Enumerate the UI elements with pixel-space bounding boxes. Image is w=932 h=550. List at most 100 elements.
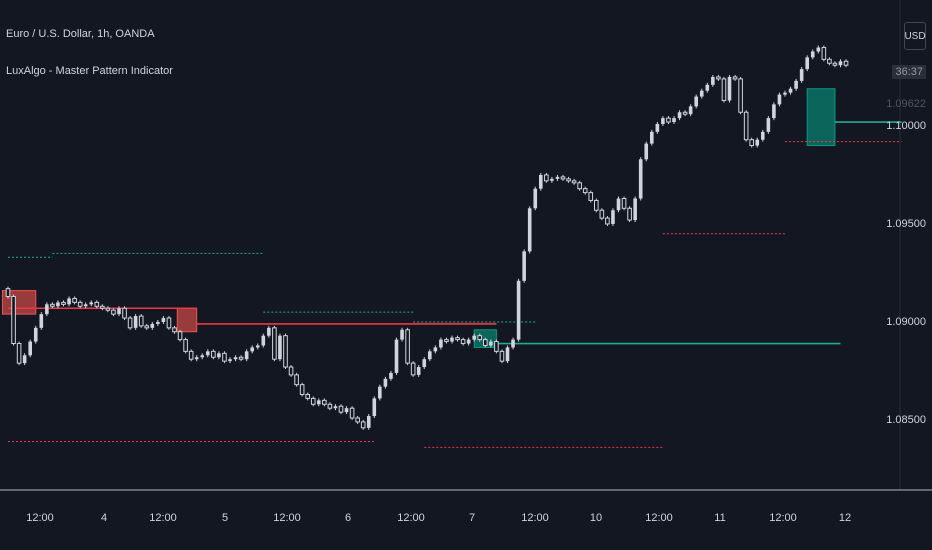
candle [499, 350, 505, 362]
candle [22, 355, 27, 364]
candles-layer [5, 45, 849, 430]
candle [105, 307, 111, 311]
candle [77, 301, 83, 307]
candle [11, 295, 16, 345]
candle [627, 207, 632, 221]
candle [616, 198, 621, 211]
candle [688, 106, 693, 115]
currency-button[interactable]: USD [904, 22, 926, 50]
candle [666, 117, 671, 123]
candle [194, 357, 199, 360]
candle [705, 84, 710, 91]
candle [716, 76, 721, 80]
candle [799, 69, 804, 81]
candle [422, 359, 427, 368]
candle [161, 318, 166, 322]
x-axis-label: 6 [344, 512, 352, 524]
candle [211, 350, 216, 358]
candle [460, 339, 466, 345]
candle [228, 359, 232, 362]
candle [611, 210, 615, 224]
x-axis-label: 12:00 [397, 512, 425, 524]
candle [466, 339, 471, 344]
candle [383, 378, 388, 387]
candle [233, 357, 238, 360]
candle [188, 350, 194, 360]
candle [67, 298, 71, 305]
x-axis-label: 11 [714, 512, 726, 524]
x-axis-label: 12:00 [521, 512, 549, 524]
candle [650, 131, 654, 144]
y-axis-label: 1.10000 [886, 120, 926, 132]
candle [677, 112, 682, 119]
candle [39, 314, 44, 328]
candle [772, 104, 776, 119]
candle [727, 76, 732, 101]
candle [544, 174, 549, 182]
candle [200, 355, 205, 358]
x-axis-label: 12:00 [273, 512, 301, 524]
candle [33, 327, 38, 342]
symbol-title[interactable]: Euro / U.S. Dollar, 1h, OANDA [6, 28, 155, 40]
candle [738, 78, 743, 113]
candle [138, 315, 144, 327]
candle [349, 407, 355, 419]
zones-layer [1, 88, 836, 348]
candle [305, 393, 310, 399]
candle [310, 397, 316, 405]
candle [89, 302, 94, 305]
candle [571, 180, 577, 184]
candle [721, 78, 727, 101]
x-axis-label: 12:00 [149, 512, 177, 524]
candle [344, 408, 349, 413]
candle [450, 337, 454, 342]
x-axis-label: 5 [221, 512, 229, 524]
candle [122, 307, 127, 319]
candle [566, 178, 571, 182]
candle [489, 341, 493, 346]
candle [250, 347, 254, 352]
candle [394, 339, 399, 373]
x-axis-label: 4 [100, 512, 108, 524]
x-axis-label: 7 [468, 512, 476, 524]
candle [682, 111, 688, 115]
candle [333, 406, 338, 409]
candle [144, 325, 150, 329]
x-axis-label: 12:00 [645, 512, 673, 524]
candle [494, 341, 499, 352]
candle [588, 192, 594, 201]
candle [111, 309, 116, 315]
candle [805, 57, 809, 70]
candle [94, 301, 100, 307]
current-price-faint: 1.09622 [886, 98, 926, 110]
candle [533, 188, 538, 209]
candle [577, 182, 582, 190]
candle [516, 280, 521, 340]
candle [400, 329, 404, 340]
candle [378, 386, 382, 399]
candle [166, 317, 172, 329]
candle [206, 351, 210, 356]
candle [217, 353, 221, 358]
candle [694, 96, 698, 107]
candle [555, 176, 560, 179]
indicator-title[interactable]: LuxAlgo - Master Pattern Indicator [6, 65, 173, 77]
candle [505, 347, 510, 362]
candle [755, 139, 760, 146]
candle [405, 329, 410, 364]
candle [827, 58, 832, 64]
candle [360, 421, 366, 429]
candle [560, 176, 566, 180]
levels-layer [8, 121, 902, 448]
candle [477, 335, 483, 341]
candle [156, 321, 160, 324]
candle [699, 90, 704, 97]
candle [527, 208, 532, 252]
candle [261, 335, 266, 346]
candle [655, 124, 660, 132]
x-axis-label: 12:00 [26, 512, 54, 524]
candle [83, 304, 88, 307]
x-axis-label: 12 [838, 512, 852, 524]
candle [272, 327, 277, 360]
